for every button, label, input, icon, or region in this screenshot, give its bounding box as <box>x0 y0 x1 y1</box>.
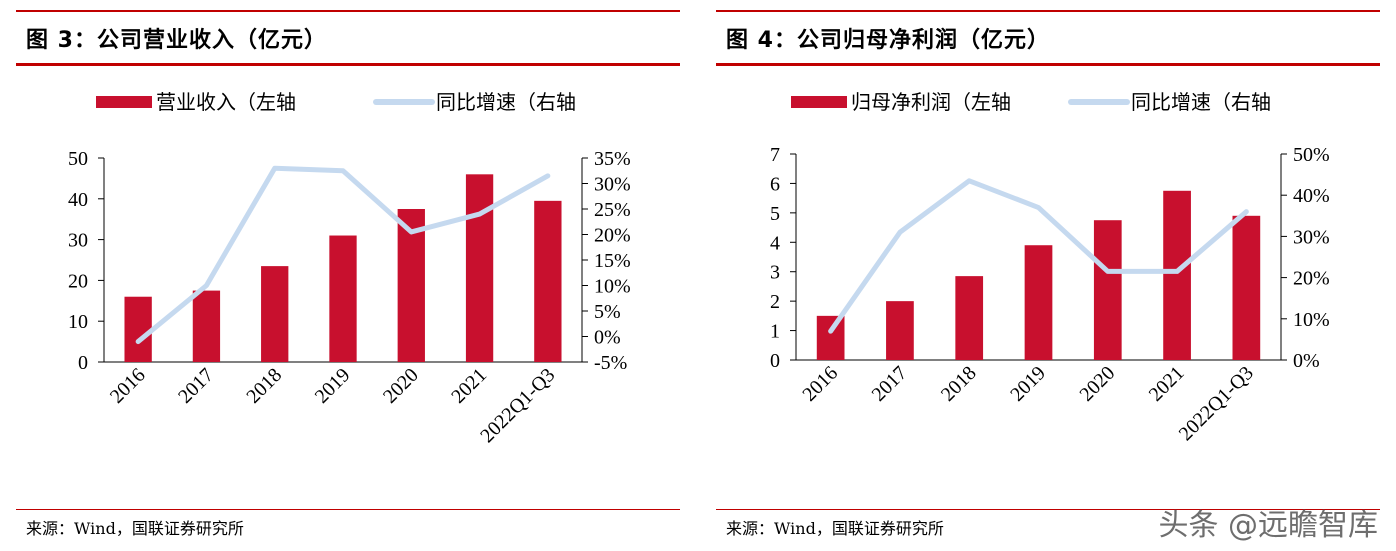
legend-bar-swatch <box>96 96 152 108</box>
bar <box>124 296 152 362</box>
category-label: 2020 <box>1075 362 1119 406</box>
left-tick-label: 4 <box>770 232 780 254</box>
right-tick-label: 40% <box>1293 185 1330 207</box>
chart-panel-net-profit: 图 4：公司归母净利润（亿元） 归母净利润（左轴 同比增速（右轴 7 6 5 4 3 2 1 0 5… <box>716 0 1380 551</box>
left-tick-label: 0 <box>770 350 780 372</box>
title-rule <box>16 63 680 66</box>
right-tick-label: 50% <box>1293 144 1330 166</box>
bar <box>465 174 494 362</box>
legend-bar-swatch <box>791 96 847 108</box>
chart-title: 图 3：公司营业收入（亿元） <box>26 28 327 53</box>
bar <box>1024 245 1053 360</box>
bar <box>816 315 845 360</box>
left-tick-label: 20 <box>68 270 88 292</box>
right-tick-label: 30% <box>1293 226 1330 248</box>
right-tick-label: -5% <box>594 352 627 374</box>
bar <box>886 301 914 360</box>
bar <box>534 200 562 362</box>
bar <box>1232 215 1261 360</box>
left-tick-label: 7 <box>770 144 780 166</box>
bar <box>955 276 984 360</box>
top-rule <box>16 10 680 12</box>
source-note: 来源：Wind，国联证券研究所 <box>726 519 944 538</box>
top-rule <box>716 10 1380 12</box>
right-tick-label: 15% <box>594 250 631 272</box>
bar <box>261 266 289 362</box>
left-tick-label: 5 <box>770 203 780 225</box>
left-tick-label: 0 <box>78 352 88 374</box>
category-label: 2018 <box>242 364 286 408</box>
right-tick-label: 20% <box>1293 268 1330 290</box>
bar <box>1163 190 1191 360</box>
category-label: 2021 <box>447 364 491 408</box>
left-tick-label: 10 <box>68 311 88 333</box>
bottom-rule <box>16 509 680 510</box>
right-tick-label: 35% <box>594 148 631 170</box>
left-tick-label: 3 <box>770 262 780 284</box>
left-tick-label: 2 <box>770 291 780 313</box>
bar <box>397 209 425 362</box>
category-label: 2022Q1-Q3 <box>1175 362 1258 445</box>
chart-panel-revenue: 图 3：公司营业收入（亿元） 营业收入（左轴 同比增速（右轴 50 40 30 20 10 0… <box>16 0 680 551</box>
right-tick-label: 0% <box>594 327 621 349</box>
right-tick-label: 20% <box>594 225 631 247</box>
left-tick-label: 1 <box>770 321 780 343</box>
bar <box>192 290 221 362</box>
chart-title: 图 4：公司归母净利润（亿元） <box>726 28 1050 53</box>
bar <box>329 235 357 362</box>
right-tick-label: 0% <box>1293 350 1320 372</box>
right-tick-label: 5% <box>594 301 621 323</box>
right-tick-label: 25% <box>594 199 631 221</box>
title-rule <box>716 63 1380 66</box>
source-note: 来源：Wind，国联证券研究所 <box>26 519 244 538</box>
revenue-chart: 营业收入（左轴 同比增速（右轴 50 40 30 20 10 0 35% 30% 25% 20% 15%… <box>68 91 631 447</box>
category-label: 2019 <box>311 364 355 408</box>
right-tick-label: 30% <box>594 174 631 196</box>
left-tick-label: 40 <box>68 189 88 211</box>
category-label: 2021 <box>1145 362 1189 406</box>
legend-line-label: 同比增速（右轴 <box>1131 91 1271 114</box>
left-tick-label: 6 <box>770 173 780 195</box>
right-tick-label: 10% <box>1293 309 1330 331</box>
category-label: 2016 <box>106 364 150 408</box>
category-label: 2018 <box>937 362 981 406</box>
left-tick-label: 50 <box>68 148 88 170</box>
category-label: 2019 <box>1006 362 1050 406</box>
category-label: 2020 <box>379 364 423 408</box>
left-tick-label: 30 <box>68 230 88 252</box>
bar <box>1093 220 1122 360</box>
category-label: 2017 <box>174 364 218 408</box>
legend-line-label: 同比增速（右轴 <box>436 91 576 114</box>
category-label: 2016 <box>798 362 842 406</box>
bottom-rule <box>716 509 1380 510</box>
legend-bar-label: 营业收入（左轴 <box>156 91 296 114</box>
watermark: 头条 @远瞻智库 <box>1158 508 1378 543</box>
legend-bar-label: 归母净利润（左轴 <box>851 91 1011 114</box>
category-label: 2017 <box>868 362 912 406</box>
net-profit-chart: 归母净利润（左轴 同比增速（右轴 7 6 5 4 3 2 1 0 50% 40% 30% 20% 10% 0%… <box>770 91 1330 445</box>
category-label: 2022Q1-Q3 <box>476 364 559 447</box>
right-tick-label: 10% <box>594 276 631 298</box>
